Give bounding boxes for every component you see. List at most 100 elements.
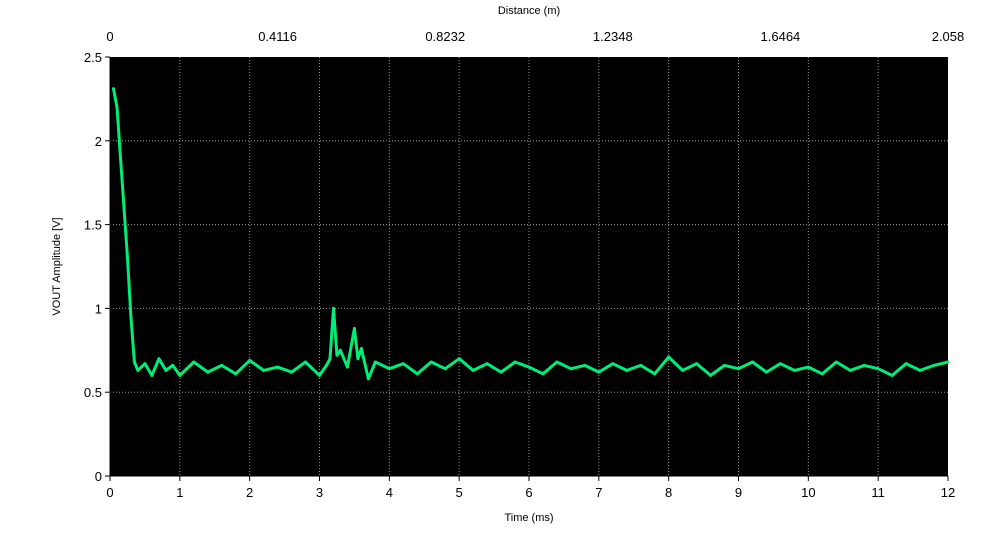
x2-tick-label: 0.4116 xyxy=(258,29,297,44)
x-tick-label: 5 xyxy=(456,485,463,500)
data-point xyxy=(499,370,503,374)
data-point xyxy=(751,360,754,364)
data-point xyxy=(904,362,908,366)
data-point xyxy=(328,357,332,361)
plot-area xyxy=(110,57,948,476)
data-point xyxy=(387,367,391,371)
data-point xyxy=(338,348,342,352)
data-point xyxy=(206,370,210,374)
data-point xyxy=(356,357,360,361)
data-point xyxy=(318,373,321,377)
data-point xyxy=(709,373,713,377)
x-tick-label: 8 xyxy=(665,485,672,500)
data-point xyxy=(112,87,115,91)
data-point xyxy=(276,365,280,369)
x-tick-label: 3 xyxy=(316,485,323,500)
x-tick-label: 10 xyxy=(801,485,815,500)
data-point xyxy=(401,362,405,366)
data-point xyxy=(178,373,182,377)
x-tick-label: 1 xyxy=(176,485,183,500)
data-point xyxy=(171,363,175,367)
data-point xyxy=(359,347,363,351)
data-point xyxy=(876,367,880,371)
x-axis-title: Time (ms) xyxy=(504,512,553,524)
y-tick-label: 0.5 xyxy=(84,385,102,400)
data-point xyxy=(115,105,119,109)
data-point xyxy=(946,360,950,364)
data-point xyxy=(415,372,419,376)
data-point xyxy=(220,363,224,367)
data-point xyxy=(129,315,133,319)
x-tick-label: 11 xyxy=(871,485,885,500)
data-point xyxy=(806,365,810,369)
data-point xyxy=(555,360,559,364)
data-point xyxy=(304,360,307,364)
data-point xyxy=(890,373,894,377)
data-point xyxy=(150,373,154,377)
data-point xyxy=(485,362,489,366)
x-tick-label: 9 xyxy=(735,485,742,500)
top-axis-title: Distance (m) xyxy=(498,5,560,17)
x-tick-label: 4 xyxy=(386,485,393,500)
x-tick-label: 0 xyxy=(106,485,113,500)
data-point xyxy=(429,360,433,364)
x2-tick-label: 1.2348 xyxy=(593,29,633,44)
data-point xyxy=(373,360,377,364)
data-point xyxy=(325,363,328,367)
y-tick-label: 2 xyxy=(95,134,102,149)
y-tick-label: 2.5 xyxy=(84,50,102,65)
data-point xyxy=(639,363,643,367)
data-point xyxy=(723,363,726,367)
x2-tick-label: 0.8232 xyxy=(425,29,465,44)
data-point xyxy=(583,363,587,367)
data-point xyxy=(667,355,671,359)
data-point xyxy=(513,360,517,364)
series-layer xyxy=(112,87,950,381)
data-point xyxy=(541,372,545,376)
data-point xyxy=(164,368,168,372)
data-point xyxy=(932,363,936,367)
data-point xyxy=(527,365,531,369)
x-tick-label: 12 xyxy=(941,485,955,500)
x2-tick-label: 1.6464 xyxy=(761,29,801,44)
data-point xyxy=(471,368,475,372)
data-point xyxy=(136,368,140,372)
data-point xyxy=(695,362,699,366)
data-point xyxy=(119,156,122,160)
data-point xyxy=(778,362,782,366)
grid xyxy=(110,57,948,476)
data-point xyxy=(625,368,629,372)
data-point xyxy=(443,367,447,371)
x2-tick-label: 2.058 xyxy=(932,29,965,44)
data-point xyxy=(792,368,796,372)
x-tick-label: 6 xyxy=(525,485,532,500)
y-axis-title: VOUT Amplitude [V] xyxy=(51,217,63,315)
data-point xyxy=(157,357,161,361)
x-tick-label: 7 xyxy=(595,485,602,500)
data-point xyxy=(737,367,740,371)
data-point xyxy=(848,368,852,372)
data-point xyxy=(611,362,615,366)
data-point xyxy=(126,256,129,260)
data-point xyxy=(862,363,866,367)
data-point xyxy=(834,360,838,364)
data-point xyxy=(234,372,238,376)
data-point xyxy=(122,206,126,210)
data-point xyxy=(290,370,294,374)
x2-tick-label: 0 xyxy=(106,29,113,44)
data-point xyxy=(248,358,252,362)
data-point xyxy=(653,372,657,376)
data-point xyxy=(335,353,339,357)
data-point xyxy=(192,360,196,364)
data-point xyxy=(681,368,685,372)
y-tick-label: 1 xyxy=(95,301,102,316)
data-point xyxy=(132,360,136,364)
data-point xyxy=(764,370,768,374)
data-point xyxy=(457,357,461,361)
data-point xyxy=(345,365,349,369)
data-point xyxy=(366,377,370,381)
data-point xyxy=(918,368,922,372)
x-tick-label: 2 xyxy=(246,485,253,500)
